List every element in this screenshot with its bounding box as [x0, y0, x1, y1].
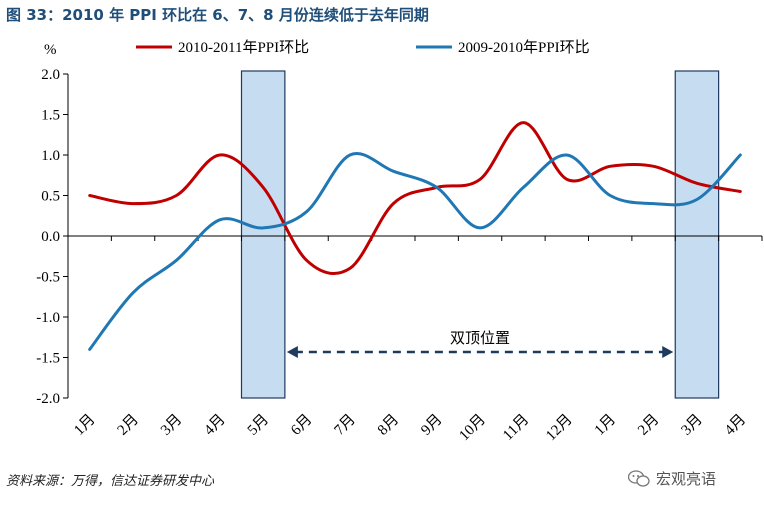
- watermark-text: 宏观亮语: [656, 470, 717, 488]
- wechat-icon: [628, 469, 650, 487]
- x-tick-label: 6月: [288, 412, 315, 439]
- highlight-region-1: [240, 70, 286, 399]
- y-tick-label: 1.5: [41, 108, 60, 124]
- y-tick-label: -1.0: [36, 310, 60, 326]
- legend-label-2: 2009-2010年PPI环比: [458, 39, 590, 56]
- y-tick-label: 2.0: [41, 67, 60, 83]
- x-tick-label: 10月: [456, 412, 489, 445]
- x-tick-label: 12月: [543, 412, 576, 445]
- x-tick-label: 9月: [418, 412, 445, 439]
- x-tick-label: 3月: [679, 412, 706, 439]
- x-tick-label: 2月: [635, 412, 662, 439]
- y-tick-label: 0.5: [41, 189, 60, 205]
- y-tick-label: 1.0: [41, 148, 60, 164]
- highlight-regions: [240, 70, 720, 399]
- series-line-2: [88, 152, 742, 351]
- series-line-1: [88, 121, 742, 276]
- watermark: 宏观亮语: [628, 468, 716, 489]
- annotation-arrowhead-left: [286, 346, 298, 358]
- x-tick-label: 7月: [332, 412, 359, 439]
- source-note: 资料来源：万得，信达证券研发中心: [6, 474, 215, 489]
- legend: 2010-2011年PPI环比 2009-2010年PPI环比: [136, 39, 590, 56]
- y-axis-unit: %: [44, 42, 57, 58]
- annotation: 双顶位置: [286, 329, 674, 358]
- figure-title: 图 33：2010 年 PPI 环比在 6、7、8 月份连续低于去年同期: [6, 6, 429, 24]
- x-tick-label: 8月: [375, 412, 402, 439]
- legend-label-1: 2010-2011年PPI环比: [178, 39, 309, 56]
- x-tick-label: 2月: [115, 412, 142, 439]
- x-tick-label: 4月: [201, 412, 228, 439]
- x-tick-label: 1月: [71, 412, 98, 439]
- annotation-label: 双顶位置: [450, 329, 510, 347]
- series-lines: [88, 121, 742, 351]
- annotation-arrowhead-right: [662, 346, 674, 358]
- x-tick-label: 11月: [500, 412, 532, 444]
- x-tick-label: 3月: [158, 412, 185, 439]
- y-tick-label: 0.0: [41, 229, 60, 245]
- y-tick-label: -2.0: [36, 391, 60, 407]
- y-tick-label: -1.5: [36, 351, 60, 367]
- x-tick-label: 1月: [592, 412, 619, 439]
- x-tick-label: 5月: [245, 412, 272, 439]
- highlight-region-2: [674, 70, 720, 399]
- y-tick-label: -0.5: [36, 270, 60, 286]
- x-tick-label: 4月: [722, 412, 749, 439]
- axes: 2.0 1.5 1.0 0.5 0.0 -0.5 -1.0 -1.5 -2.0% 1月 2月 3月 4月…: [36, 42, 763, 445]
